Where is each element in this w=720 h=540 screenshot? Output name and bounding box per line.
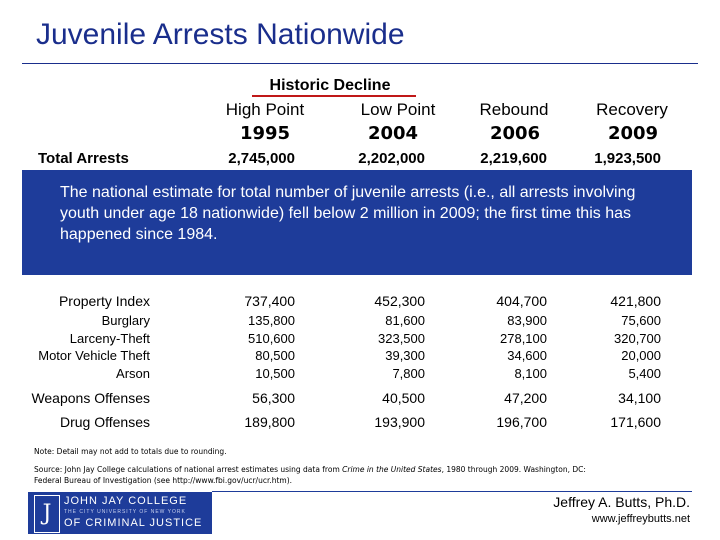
source-prefix: Source: John Jay College calculations of… [34, 465, 343, 474]
source-suffix: , 1980 through 2009. Washington, DC: Fed… [34, 465, 586, 485]
col-year-1995: 1995 [239, 123, 291, 144]
arson-2006: 8,100 [514, 365, 547, 381]
highlight-banner: The national estimate for total number o… [22, 170, 692, 275]
motor-vehicle-1995: 80,500 [255, 348, 295, 363]
burglary-2009: 75,600 [621, 313, 661, 328]
property-value-2006: 404,700 [496, 293, 547, 309]
author-website[interactable]: www.jeffreybutts.net [591, 513, 690, 525]
sub-label-larceny: Larceny-Theft [69, 330, 150, 346]
drugs-2009: 171,600 [610, 414, 661, 430]
logo-line-1: JOHN JAY COLLEGE [64, 495, 188, 507]
arson-1995: 10,500 [255, 365, 295, 381]
weapons-2004: 40,500 [382, 390, 425, 406]
drugs-2006: 196,700 [496, 414, 547, 430]
logo-line-2: THE CITY UNIVERSITY OF NEW YORK [64, 509, 186, 515]
property-value-2009: 421,800 [610, 293, 661, 309]
motor-vehicle-2004: 39,300 [385, 348, 425, 363]
historic-decline-label: Historic Decline [269, 77, 391, 94]
property-value-1995: 737,400 [244, 293, 295, 309]
total-value-2004: 2,202,000 [358, 150, 425, 167]
weapons-2006: 47,200 [504, 390, 547, 406]
burglary-1995: 135,800 [248, 313, 295, 328]
burglary-2006: 83,900 [507, 313, 547, 328]
source-publication: Crime in the United States [342, 465, 442, 474]
logo-mark-icon: J [34, 495, 60, 533]
weapons-1995: 56,300 [252, 390, 295, 406]
logo-line-3: OF CRIMINAL JUSTICE [64, 517, 203, 529]
total-value-2009: 1,923,500 [594, 150, 661, 167]
drugs-1995: 189,800 [244, 414, 295, 430]
banner-text: The national estimate for total number o… [60, 184, 636, 243]
property-value-2004: 452,300 [374, 293, 425, 309]
burglary-2004: 81,600 [385, 313, 425, 328]
col-label-low-point: Low Point [360, 100, 436, 119]
col-label-recovery: Recovery [596, 100, 668, 119]
larceny-2009: 320,700 [614, 330, 661, 346]
drug-offenses-label: Drug Offenses [59, 414, 150, 430]
col-year-2006: 2006 [489, 123, 541, 144]
col-year-2004: 2004 [367, 123, 419, 144]
sub-label-arson: Arson [116, 365, 150, 381]
rounding-note: Note: Detail may not add to totals due t… [34, 447, 227, 456]
drugs-2004: 193,900 [374, 414, 425, 430]
sub-label-motor-vehicle: Motor Vehicle Theft [38, 348, 150, 363]
total-value-1995: 2,745,000 [228, 150, 295, 167]
weapons-offenses-label: Weapons Offenses [31, 390, 150, 406]
author-name: Jeffrey A. Butts, Ph.D. [553, 494, 690, 510]
col-label-high-point: High Point [225, 100, 305, 119]
total-arrests-label: Total Arrests [38, 150, 129, 167]
footer-divider [212, 491, 692, 492]
source-citation: Source: John Jay College calculations of… [34, 464, 594, 486]
motor-vehicle-2006: 34,600 [507, 348, 547, 363]
total-value-2006: 2,219,600 [480, 150, 547, 167]
larceny-2004: 323,500 [378, 330, 425, 346]
weapons-2009: 34,100 [618, 390, 661, 406]
col-label-rebound: Rebound [479, 100, 549, 119]
larceny-1995: 510,600 [248, 330, 295, 346]
page-title: Juvenile Arrests Nationwide [36, 18, 405, 51]
arson-2009: 5,400 [628, 365, 661, 381]
motor-vehicle-2009: 20,000 [621, 348, 661, 363]
property-index-label: Property Index [58, 293, 150, 309]
arson-2004: 7,800 [392, 365, 425, 381]
title-divider [22, 63, 698, 64]
john-jay-logo: J JOHN JAY COLLEGE THE CITY UNIVERSITY O… [28, 492, 212, 534]
sub-label-burglary: Burglary [101, 313, 150, 328]
col-year-2009: 2009 [607, 123, 659, 144]
larceny-2006: 278,100 [500, 330, 547, 346]
historic-decline-underline [252, 95, 416, 97]
